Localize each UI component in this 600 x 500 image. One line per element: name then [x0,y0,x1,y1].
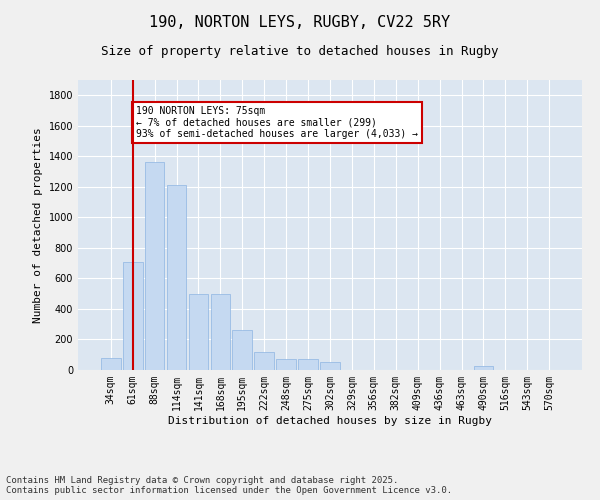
Bar [276,358,296,370]
Bar [298,358,318,370]
Bar [473,366,493,370]
Bar [232,330,252,370]
Bar [254,352,274,370]
Bar [123,262,143,370]
Text: Contains HM Land Registry data © Crown copyright and database right 2025.
Contai: Contains HM Land Registry data © Crown c… [6,476,452,495]
Y-axis label: Number of detached properties: Number of detached properties [33,127,43,323]
Text: 190 NORTON LEYS: 75sqm
← 7% of detached houses are smaller (299)
93% of semi-det: 190 NORTON LEYS: 75sqm ← 7% of detached … [136,106,418,139]
Bar [101,358,121,370]
Bar [320,362,340,370]
Text: 190, NORTON LEYS, RUGBY, CV22 5RY: 190, NORTON LEYS, RUGBY, CV22 5RY [149,15,451,30]
Bar [188,294,208,370]
X-axis label: Distribution of detached houses by size in Rugby: Distribution of detached houses by size … [168,416,492,426]
Bar [211,294,230,370]
Bar [145,162,164,370]
Text: Size of property relative to detached houses in Rugby: Size of property relative to detached ho… [101,45,499,58]
Bar [167,186,187,370]
